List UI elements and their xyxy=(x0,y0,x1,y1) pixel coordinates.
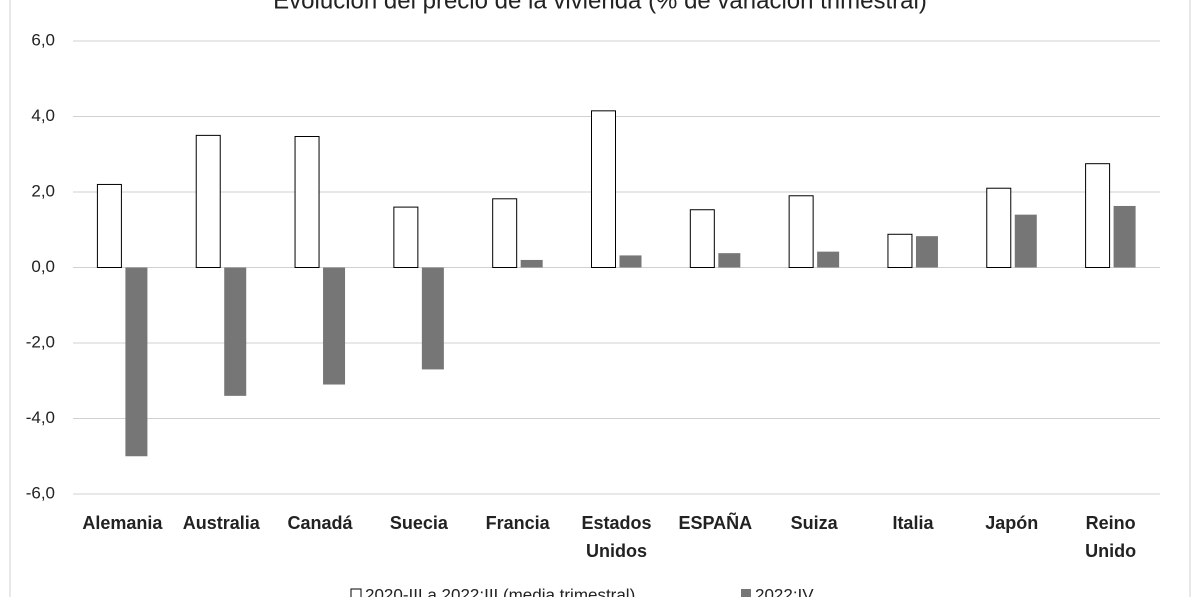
y-tick-label: -4,0 xyxy=(26,408,55,427)
bar xyxy=(591,110,616,269)
bar xyxy=(1113,205,1136,268)
bar xyxy=(195,134,221,268)
y-tick-label: -2,0 xyxy=(26,332,55,351)
chart-title: Evolución del precio de la vivienda (% d… xyxy=(273,0,927,14)
legend-label: 2022:IV xyxy=(755,585,814,597)
bar xyxy=(125,267,148,457)
bar xyxy=(887,233,913,268)
x-tick-label: Estados Unidos xyxy=(581,513,651,561)
x-tick-label: Japón xyxy=(985,513,1038,533)
bar xyxy=(96,183,122,268)
bar xyxy=(421,267,444,370)
bar xyxy=(1014,214,1037,268)
bar xyxy=(393,206,419,269)
x-tick-label: Australia xyxy=(183,513,261,533)
legend-label: 2020-III a 2022:III (media trimestral) xyxy=(365,585,635,597)
bar xyxy=(492,198,518,268)
bar xyxy=(520,259,543,268)
x-tick-label: Italia xyxy=(892,513,934,533)
bar xyxy=(689,209,715,268)
y-tick-label: 2,0 xyxy=(31,181,55,200)
y-tick-label: 6,0 xyxy=(31,30,55,49)
bar xyxy=(986,187,1012,269)
bar xyxy=(1085,163,1111,268)
x-tick-label: Alemania xyxy=(82,513,163,533)
y-tick-label: 0,0 xyxy=(31,257,55,276)
bar xyxy=(718,253,741,268)
bar xyxy=(224,267,247,396)
chart-frame xyxy=(9,0,1191,597)
x-tick-label: Canadá xyxy=(288,513,354,533)
x-tick-label: ESPAÑA xyxy=(678,512,752,533)
x-tick-label: Suiza xyxy=(791,513,839,533)
x-tick-label: Suecia xyxy=(390,513,449,533)
bar xyxy=(294,136,320,268)
bar xyxy=(788,195,814,268)
legend-swatch xyxy=(741,589,751,597)
bar xyxy=(619,255,642,268)
legend-swatch xyxy=(350,588,362,597)
x-tick-label: Reino Unido xyxy=(1085,513,1136,561)
bar xyxy=(817,251,840,268)
x-tick-label: Francia xyxy=(486,513,551,533)
y-tick-label: -6,0 xyxy=(26,483,55,502)
bar xyxy=(915,236,938,268)
bar xyxy=(323,267,346,385)
y-tick-label: 4,0 xyxy=(31,106,55,125)
